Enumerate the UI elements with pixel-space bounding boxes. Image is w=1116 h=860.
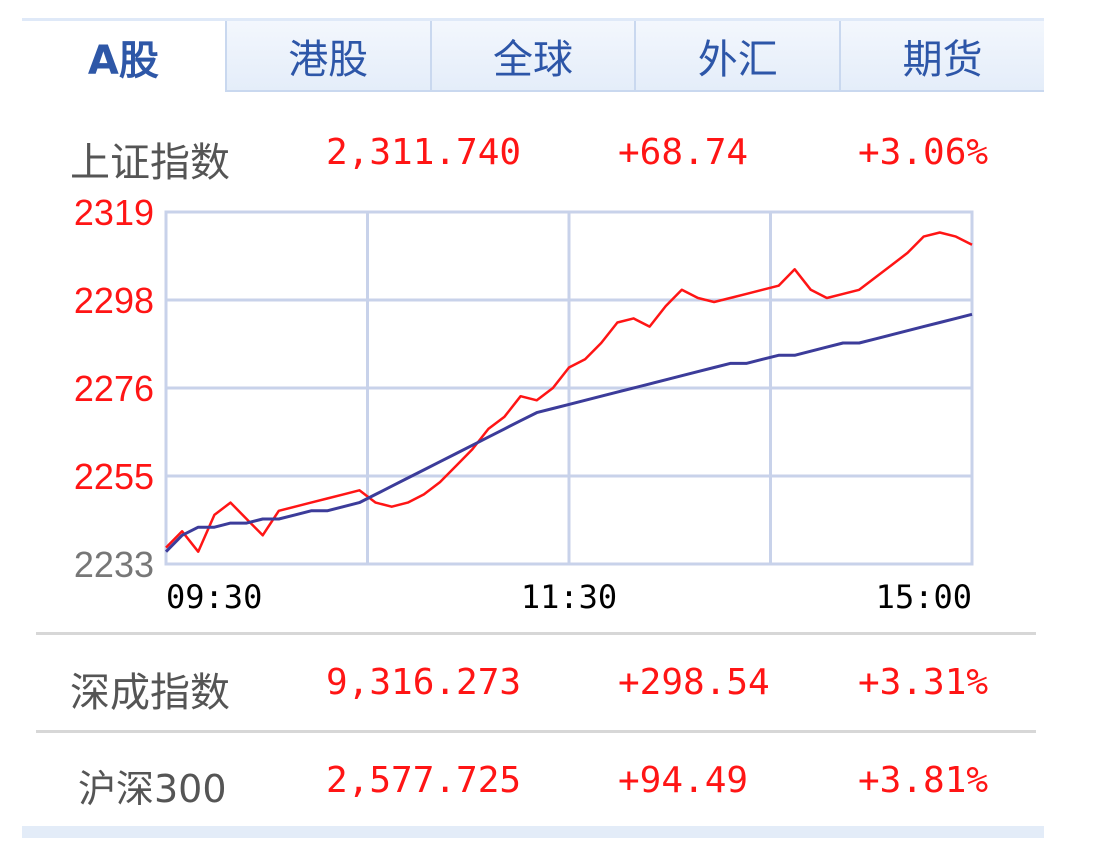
index-price: 9,316.273 — [326, 662, 521, 703]
x-tick-label: 09:30 — [166, 578, 262, 616]
index-name: 深成指数 — [70, 660, 230, 718]
index-price: 2,577.725 — [326, 760, 521, 801]
tab-label: 港股 — [288, 27, 368, 85]
y-tick-label: 2319 — [74, 194, 154, 233]
index-change-percent: +3.31% — [858, 662, 988, 703]
index-row-shanghai[interactable]: 上证指数 2,311.740 +68.74 +3.06% — [22, 122, 1044, 182]
index-row-hs300[interactable]: 沪深300 2,577.725 +94.49 +3.81% — [22, 750, 1044, 810]
tab-a-shares[interactable]: A股 — [22, 21, 225, 92]
tab-hk-stocks[interactable]: 港股 — [225, 21, 430, 92]
footer-bar — [22, 826, 1044, 838]
index-name: 上证指数 — [70, 130, 230, 188]
y-tick-label: 2255 — [74, 456, 154, 497]
tab-label: 外汇 — [698, 27, 778, 85]
market-widget: A股 港股 全球 外汇 期货 上证指数 2,311.740 +68.74 +3.… — [22, 18, 1044, 838]
market-tabs: A股 港股 全球 外汇 期货 — [22, 18, 1044, 92]
tab-futures[interactable]: 期货 — [839, 21, 1044, 92]
tab-label: 全球 — [493, 27, 573, 85]
index-change: +298.54 — [618, 662, 770, 703]
tab-forex[interactable]: 外汇 — [634, 21, 839, 92]
intraday-chart-svg: 2319 2298 2276 2255 2233 09:30 11:30 15:00 — [22, 194, 1044, 634]
tab-label: A股 — [88, 28, 159, 86]
y-tick-label: 2298 — [74, 280, 154, 321]
index-change-percent: +3.06% — [858, 132, 988, 173]
index-change: +68.74 — [618, 132, 748, 173]
x-tick-label: 11:30 — [521, 578, 617, 616]
index-change-percent: +3.81% — [858, 760, 988, 801]
index-change: +94.49 — [618, 760, 748, 801]
index-row-shenzhen[interactable]: 深成指数 9,316.273 +298.54 +3.31% — [22, 652, 1044, 712]
index-price: 2,311.740 — [326, 132, 521, 173]
tab-label: 期货 — [903, 27, 983, 85]
x-tick-label: 15:00 — [876, 578, 972, 616]
y-tick-label: 2276 — [74, 368, 154, 409]
y-tick-label: 2233 — [74, 544, 154, 585]
divider — [36, 632, 1036, 635]
tab-global[interactable]: 全球 — [430, 21, 635, 92]
index-name: 沪深300 — [78, 758, 227, 813]
intraday-chart[interactable]: 2319 2298 2276 2255 2233 09:30 11:30 15:00 — [22, 194, 1044, 634]
divider — [36, 730, 1036, 733]
